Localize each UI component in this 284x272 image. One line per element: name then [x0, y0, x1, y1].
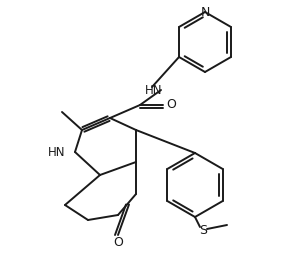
Text: N: N — [200, 5, 210, 18]
Text: HN: HN — [145, 84, 163, 97]
Text: S: S — [199, 224, 207, 236]
Text: O: O — [113, 236, 123, 249]
Text: O: O — [166, 98, 176, 112]
Text: HN: HN — [47, 146, 65, 159]
